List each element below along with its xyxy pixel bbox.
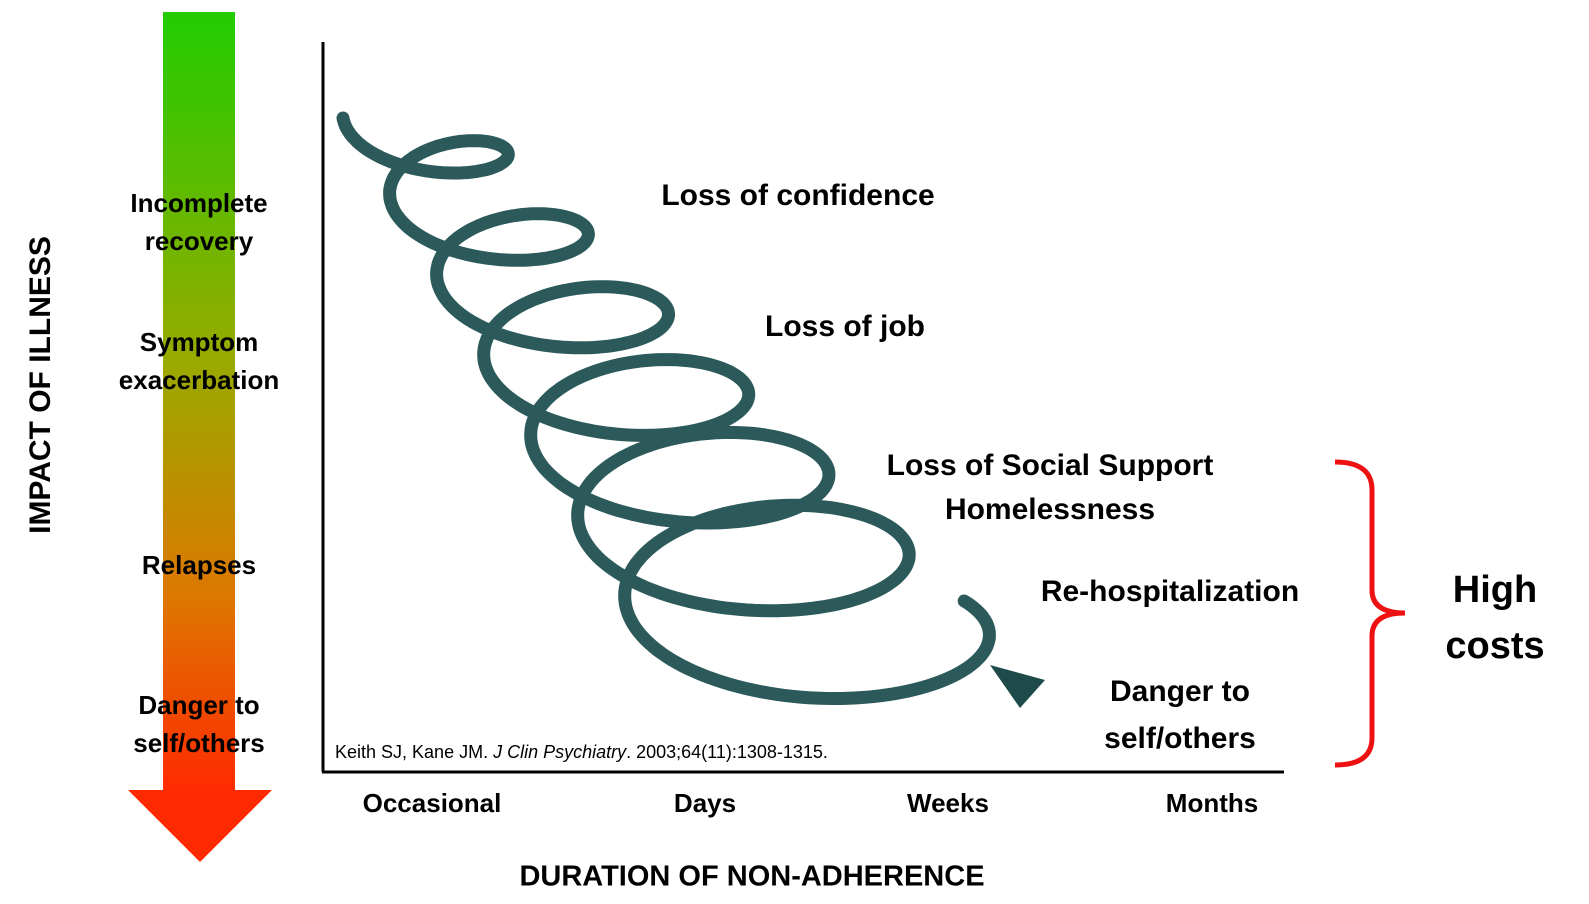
citation-authors: Keith SJ, Kane JM.: [335, 742, 493, 762]
impact-level-label: Danger to: [138, 690, 259, 720]
impact-arrow-shaft: [163, 12, 235, 792]
citation-details: . 2003;64(11):1308-1315.: [626, 742, 828, 762]
impact-arrow-head: [128, 790, 272, 862]
impact-level-label: exacerbation: [119, 365, 279, 395]
diagram: IMPACT OF ILLNESS Keith SJ, Kane JM. J C…: [0, 0, 1589, 904]
bracket: [1335, 462, 1405, 765]
x-axis-label: DURATION OF NON-ADHERENCE: [519, 861, 984, 893]
consequence-label: Homelessness: [945, 493, 1155, 526]
consequence-label: Loss of Social Support: [887, 449, 1214, 482]
impact-level-label: Symptom: [140, 327, 258, 357]
impact-level-label: self/others: [133, 728, 265, 758]
impact-level-label: recovery: [145, 226, 254, 256]
bracket-label: High: [1453, 569, 1537, 611]
citation: Keith SJ, Kane JM. J Clin Psychiatry. 20…: [335, 742, 828, 762]
consequence-label: Danger to: [1110, 675, 1250, 708]
spiral-arrowhead: [990, 665, 1045, 708]
x-category-label: Occasional: [363, 788, 502, 818]
x-category-label: Months: [1166, 788, 1258, 818]
impact-level-label: Incomplete: [130, 188, 267, 218]
consequence-label: Loss of confidence: [661, 179, 934, 212]
x-category-label: Days: [674, 788, 736, 818]
consequence-label: Loss of job: [765, 310, 925, 343]
citation-journal: J Clin Psychiatry: [492, 742, 627, 762]
consequence-label: Re-hospitalization: [1041, 575, 1299, 608]
consequence-label: self/others: [1104, 722, 1256, 755]
bracket-label: costs: [1445, 625, 1544, 667]
x-category-label: Weeks: [907, 788, 989, 818]
impact-level-label: Relapses: [142, 550, 256, 580]
y-axis-label: IMPACT OF ILLNESS: [24, 236, 57, 534]
